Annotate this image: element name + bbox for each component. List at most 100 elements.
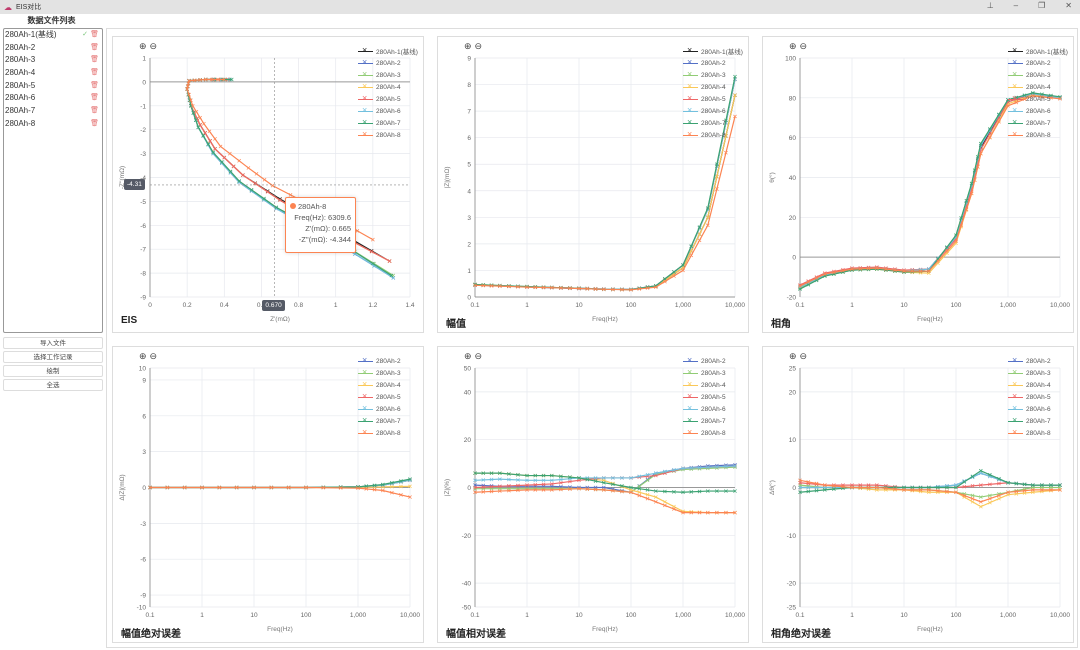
legend-item[interactable]: 280Ah-6 — [683, 403, 726, 415]
legend-item[interactable]: 280Ah-1(基线) — [683, 45, 743, 57]
legend-item[interactable]: 280Ah-1(基线) — [358, 45, 418, 57]
close-button[interactable]: ✕ — [1065, 1, 1072, 10]
legend-item[interactable]: 280Ah-5 — [683, 93, 743, 105]
legend-item[interactable]: 280Ah-3 — [683, 367, 726, 379]
file-item[interactable]: 280Ah-1(基线) ✓ 🗑 — [4, 29, 102, 42]
draw-button[interactable]: 绘制 — [3, 365, 103, 377]
legend-item[interactable]: 280Ah-8 — [358, 427, 401, 439]
file-item[interactable]: 280Ah-8 🗑 — [4, 118, 102, 131]
legend-item[interactable]: 280Ah-8 — [358, 129, 418, 141]
legend-item[interactable]: 280Ah-2 — [683, 57, 743, 69]
zoom-in-icon[interactable]: ⊕ — [464, 351, 472, 361]
legend-item[interactable]: 280Ah-7 — [358, 117, 418, 129]
chart-svg[interactable]: 0.1 1 10 100 1,000 10,000 -25 -20 -10 0 10 20 25 Freq… — [763, 347, 1075, 644]
legend-item[interactable]: 280Ah-2 — [1008, 57, 1068, 69]
file-item[interactable]: 280Ah-3 🗑 — [4, 54, 102, 67]
legend-item[interactable]: 280Ah-6 — [1008, 105, 1068, 117]
file-item[interactable]: 280Ah-2 🗑 — [4, 42, 102, 55]
trash-icon[interactable]: 🗑 — [90, 69, 99, 77]
data-point — [945, 249, 949, 254]
zoom-in-icon[interactable]: ⊕ — [789, 351, 797, 361]
file-item[interactable]: 280Ah-6 🗑 — [4, 92, 102, 105]
legend-item[interactable]: 280Ah-4 — [1008, 379, 1051, 391]
trash-icon[interactable]: 🗑 — [90, 81, 99, 89]
legend-item[interactable]: 280Ah-5 — [358, 93, 418, 105]
data-point — [997, 493, 1001, 498]
import-file-button[interactable]: 导入文件 — [3, 337, 103, 349]
legend-item[interactable]: 280Ah-7 — [683, 415, 726, 427]
legend-item[interactable]: 280Ah-5 — [1008, 391, 1051, 403]
data-point — [364, 484, 369, 488]
pin-icon[interactable]: ⊥ — [986, 1, 994, 10]
restore-button[interactable]: ❐ — [1038, 1, 1046, 10]
legend-item[interactable]: 280Ah-5 — [1008, 93, 1068, 105]
data-point — [253, 181, 258, 186]
legend-item[interactable]: 280Ah-6 — [358, 403, 401, 415]
legend-item[interactable]: 280Ah-8 — [683, 129, 743, 141]
zoom-in-icon[interactable]: ⊕ — [789, 41, 797, 51]
select-work-record-button[interactable]: 选择工作记录 — [3, 351, 103, 363]
zoom-out-icon[interactable]: ⊖ — [799, 351, 808, 361]
legend-item[interactable]: 280Ah-7 — [1008, 415, 1051, 427]
file-item[interactable]: 280Ah-5 🗑 — [4, 80, 102, 93]
legend-swatch-icon — [358, 367, 373, 377]
legend-item[interactable]: 280Ah-3 — [358, 69, 418, 81]
y-axis-label: |Z|(mΩ) — [444, 167, 451, 189]
chart-svg[interactable]: 0.1 1 10 100 1,000 10,000 -50 -40 -20 0 20 40 50 Freq… — [438, 347, 750, 644]
legend-item[interactable]: 280Ah-6 — [358, 105, 418, 117]
legend-item[interactable]: 280Ah-5 — [358, 391, 401, 403]
trash-icon[interactable]: 🗑 — [90, 94, 99, 102]
legend-swatch-icon — [1008, 367, 1023, 377]
legend-item[interactable]: 280Ah-4 — [358, 81, 418, 93]
legend-item[interactable]: 280Ah-4 — [683, 379, 726, 391]
legend-item[interactable]: 280Ah-5 — [683, 391, 726, 403]
legend-item[interactable]: 280Ah-6 — [683, 105, 743, 117]
zoom-in-icon[interactable]: ⊕ — [139, 41, 147, 51]
data-point — [185, 84, 190, 89]
legend-item[interactable]: 280Ah-7 — [358, 415, 401, 427]
legend-item[interactable]: 280Ah-4 — [683, 81, 743, 93]
zoom-in-icon[interactable]: ⊕ — [139, 351, 147, 361]
legend-item[interactable]: 280Ah-3 — [1008, 69, 1068, 81]
select-all-button[interactable]: 全选 — [3, 379, 103, 391]
chart-svg[interactable]: 0.1 1 10 100 1,000 10,000 -20 0 20 40 60 80 100 Freq(… — [763, 37, 1075, 334]
file-item[interactable]: 280Ah-7 🗑 — [4, 105, 102, 118]
zoom-out-icon[interactable]: ⊖ — [149, 351, 158, 361]
legend-item[interactable]: 280Ah-4 — [358, 379, 401, 391]
chart-svg[interactable]: 0.1 1 10 100 1,000 10,000 -10 -9 -6 -3 0 3 6 9 10 Freq(… — [113, 347, 425, 644]
trash-icon[interactable]: 🗑 — [90, 31, 99, 38]
trash-icon[interactable]: 🗑 — [90, 119, 99, 127]
legend-item[interactable]: 280Ah-6 — [1008, 403, 1051, 415]
legend-item[interactable]: 280Ah-2 — [683, 355, 726, 367]
zoom-out-icon[interactable]: ⊖ — [799, 41, 808, 51]
zoom-out-icon[interactable]: ⊖ — [474, 351, 483, 361]
legend-item[interactable]: 280Ah-8 — [683, 427, 726, 439]
legend-item[interactable]: 280Ah-1(基线) — [1008, 45, 1068, 57]
trash-icon[interactable]: 🗑 — [90, 56, 99, 64]
legend-item[interactable]: 280Ah-2 — [358, 355, 401, 367]
legend-item[interactable]: 280Ah-4 — [1008, 81, 1068, 93]
zoom-out-icon[interactable]: ⊖ — [149, 41, 158, 51]
legend-item[interactable]: 280Ah-8 — [1008, 427, 1051, 439]
data-point — [585, 487, 590, 491]
zoom-in-icon[interactable]: ⊕ — [464, 41, 472, 51]
trash-icon[interactable]: 🗑 — [90, 43, 99, 51]
legend-item[interactable]: 280Ah-7 — [1008, 117, 1068, 129]
data-point — [601, 488, 606, 492]
file-name: 280Ah-5 — [5, 80, 36, 90]
chart-svg[interactable]: 0.1 1 10 100 1,000 10,000 0 1 2 3 4 5 6 7 8 9 Freq(Hz) |Z… — [438, 37, 750, 334]
legend-item[interactable]: 280Ah-3 — [683, 69, 743, 81]
legend-swatch-icon — [358, 129, 373, 139]
zoom-out-icon[interactable]: ⊖ — [474, 41, 483, 51]
legend-item[interactable]: 280Ah-3 — [358, 367, 401, 379]
minimize-button[interactable]: – — [1013, 1, 1019, 10]
legend-item[interactable]: 280Ah-8 — [1008, 129, 1068, 141]
legend-item[interactable]: 280Ah-2 — [1008, 355, 1051, 367]
data-point — [1030, 93, 1035, 98]
trash-icon[interactable]: 🗑 — [90, 107, 99, 115]
legend-item[interactable]: 280Ah-3 — [1008, 367, 1051, 379]
data-point — [970, 499, 975, 504]
file-item[interactable]: 280Ah-4 🗑 — [4, 67, 102, 80]
legend-item[interactable]: 280Ah-7 — [683, 117, 743, 129]
legend-item[interactable]: 280Ah-2 — [358, 57, 418, 69]
